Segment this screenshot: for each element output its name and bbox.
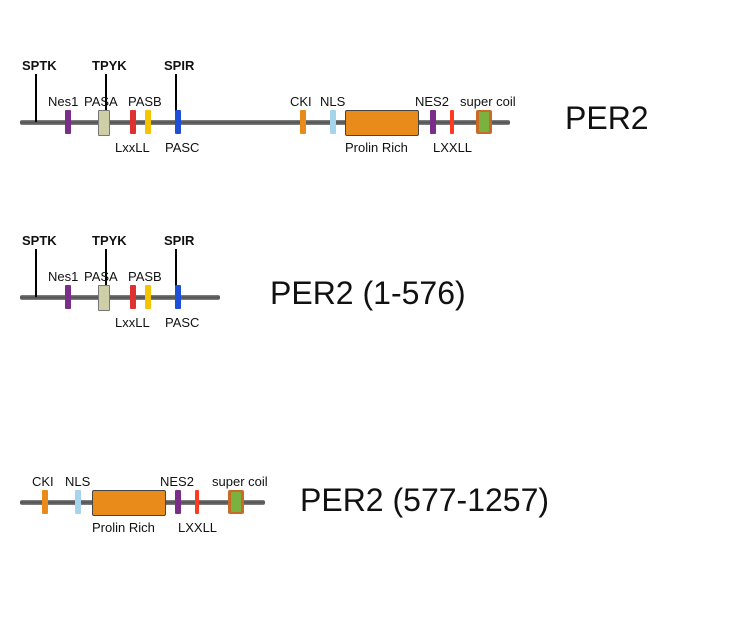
domain-lxxll-small: [130, 285, 136, 309]
upper-label: PASB: [128, 269, 162, 284]
upper-label: NLS: [65, 474, 90, 489]
upper-label: PASA: [84, 269, 118, 284]
domain-nls: [75, 490, 81, 514]
domain-cki: [42, 490, 48, 514]
upper-label: CKI: [290, 94, 312, 109]
domain-nes2: [430, 110, 436, 134]
lower-label: Prolin Rich: [345, 140, 408, 155]
domain-lxxll-big: [195, 490, 199, 514]
domain-pasa: [98, 110, 110, 136]
upper-label: NLS: [320, 94, 345, 109]
domain-lxxll-big: [450, 110, 454, 134]
domain-nes1: [65, 110, 71, 134]
lower-label: PASC: [165, 315, 199, 330]
upper-label: Nes1: [48, 94, 78, 109]
motif-label-sptk: SPTK: [22, 233, 57, 248]
motif-label-tpyk: TPYK: [92, 233, 127, 248]
motif-label-spir: SPIR: [164, 58, 194, 73]
domain-pasb: [145, 285, 151, 309]
domain-super-coil: [476, 110, 492, 134]
panel-title-per2: PER2: [565, 100, 649, 137]
domain-nes2: [175, 490, 181, 514]
upper-label: super coil: [460, 94, 516, 109]
lower-label: LXXLL: [433, 140, 472, 155]
upper-label: PASA: [84, 94, 118, 109]
motif-vline-sptk: [35, 74, 37, 122]
domain-cki: [300, 110, 306, 134]
domain-pasa: [98, 285, 110, 311]
protein-track: [20, 295, 220, 300]
domain-prolin-rich: [92, 490, 166, 516]
domain-pasc: [175, 110, 181, 134]
panel-title-per2-577-1257: PER2 (577-1257): [300, 482, 549, 519]
domain-lxxll-small: [130, 110, 136, 134]
upper-label: Nes1: [48, 269, 78, 284]
domain-super-coil: [228, 490, 244, 514]
domain-pasb: [145, 110, 151, 134]
upper-label: NES2: [160, 474, 194, 489]
upper-label: super coil: [212, 474, 268, 489]
super-coil-inner: [231, 492, 241, 512]
upper-label: CKI: [32, 474, 54, 489]
lower-label: Prolin Rich: [92, 520, 155, 535]
motif-label-tpyk: TPYK: [92, 58, 127, 73]
domain-nls: [330, 110, 336, 134]
upper-label: NES2: [415, 94, 449, 109]
motif-label-spir: SPIR: [164, 233, 194, 248]
upper-label: PASB: [128, 94, 162, 109]
motif-label-sptk: SPTK: [22, 58, 57, 73]
motif-vline-sptk: [35, 249, 37, 297]
lower-label: LxxLL: [115, 140, 150, 155]
super-coil-inner: [479, 112, 489, 132]
lower-label: LXXLL: [178, 520, 217, 535]
domain-pasc: [175, 285, 181, 309]
lower-label: LxxLL: [115, 315, 150, 330]
domain-nes1: [65, 285, 71, 309]
protein-track: [20, 120, 510, 125]
panel-title-per2-1-576: PER2 (1-576): [270, 275, 466, 312]
lower-label: PASC: [165, 140, 199, 155]
domain-prolin-rich: [345, 110, 419, 136]
